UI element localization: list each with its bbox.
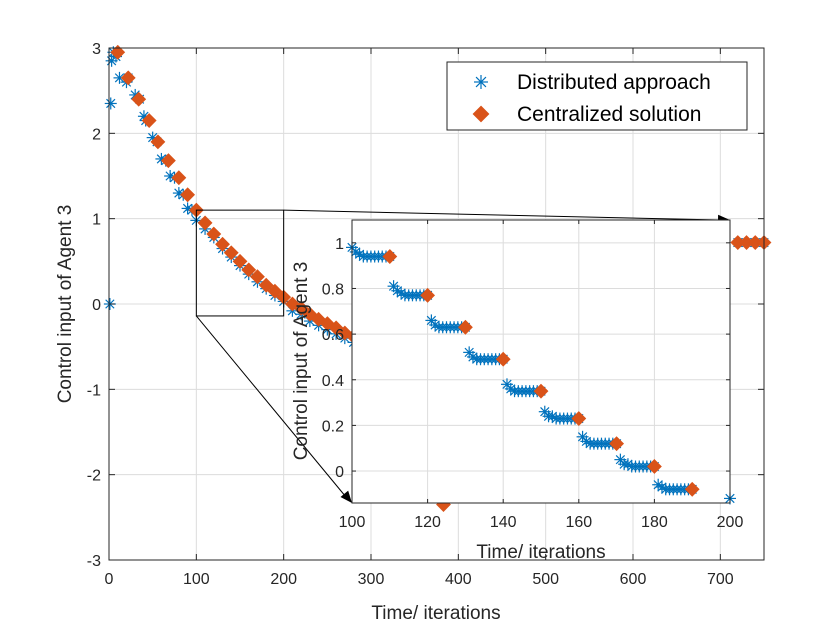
legend-marker-distributed [474, 75, 488, 89]
main-point-centralized [131, 91, 147, 107]
inset-x-tick-labels: 100 120 140 160 180 200 [339, 514, 744, 531]
zoom-indicator [195, 209, 730, 503]
inset-ytick-label: 1 [335, 236, 344, 253]
inset-axes-box [351, 219, 731, 504]
inset-tick-marks [351, 220, 731, 503]
main-xtick-label: 100 [183, 571, 210, 588]
inset-ytick-label: 0.4 [322, 373, 344, 390]
inset-point-centralized [420, 287, 436, 303]
main-point-centralized [160, 153, 176, 169]
main-point-centralized [206, 226, 222, 242]
main-y-tick-labels: -3 -2 -1 0 1 2 3 [87, 41, 101, 570]
inset-x-axis-label: Time/ iterations [476, 542, 605, 563]
inset-xtick-label: 120 [414, 514, 441, 531]
legend-box [446, 61, 748, 131]
main-tick-marks [108, 47, 764, 561]
main-xtick-label: 500 [532, 571, 559, 588]
main-point-centralized [110, 44, 126, 60]
main-xtick-label: 0 [105, 571, 114, 588]
main-ytick-label: 0 [92, 297, 101, 314]
main-point-centralized [197, 215, 213, 231]
inset-point-centralized [646, 459, 662, 474]
inset-y-tick-labels: 0 0.2 0.4 0.6 0.8 1 [322, 236, 344, 481]
inset-ytick-label: 0.6 [322, 327, 344, 344]
main-point-centralized [223, 245, 239, 261]
main-point-centralized [141, 113, 157, 128]
legend-diamond-icon [472, 105, 490, 123]
main-point-centralized [250, 269, 265, 285]
inset-series-centralized [382, 249, 700, 497]
zoom-connector-bottom [195, 315, 347, 498]
main-point-centralized [241, 262, 257, 278]
inset-xtick-label: 180 [641, 514, 668, 531]
inset-y-axis-label: Control input of Agent 3 [291, 262, 312, 461]
legend-label-distributed: Distributed approach [517, 71, 711, 94]
main-ytick-label: 1 [92, 212, 101, 229]
main-y-axis-label: Control input of Agent 3 [55, 205, 76, 404]
legend: Distributed approach Centralized solutio… [446, 61, 748, 131]
inset-ytick-label: 0.2 [322, 418, 344, 435]
inset-ytick-label: 0.8 [322, 281, 344, 298]
inset-point-centralized [495, 351, 511, 367]
inset-xtick-label: 200 [717, 514, 744, 531]
main-ytick-label: -2 [87, 468, 101, 485]
main-point-centralized [267, 283, 283, 299]
inset-point-centralized [457, 319, 473, 335]
legend-label-centralized: Centralized solution [517, 103, 701, 126]
zoom-arrowhead-bottom [340, 490, 352, 503]
zoom-region-box [195, 209, 285, 317]
inset-point-centralized [382, 249, 398, 264]
main-xtick-label: 300 [358, 571, 385, 588]
inset-point-centralized [609, 436, 625, 452]
inset-point-distributed [395, 287, 408, 300]
main-xtick-label: 200 [270, 571, 297, 588]
inset-xtick-label: 160 [565, 514, 592, 531]
inset-xtick-label: 140 [490, 514, 517, 531]
main-ytick-label: 2 [92, 126, 101, 143]
main-ytick-label: -3 [87, 553, 101, 570]
inset-point-distributed [349, 245, 362, 258]
main-point-centralized [258, 277, 274, 293]
main-point-distributed [104, 97, 117, 110]
main-point-centralized [215, 236, 230, 252]
inset-plot-background [352, 220, 730, 503]
inset-series-layer [346, 241, 736, 505]
legend-asterisk-icon [474, 75, 488, 89]
main-xtick-label: 400 [445, 571, 472, 588]
main-point-centralized [293, 300, 309, 316]
inset-axes: 100 120 140 160 180 200 0 0.2 0.4 0.6 0.8 1 Time/ … [291, 219, 744, 563]
inset-point-centralized [684, 481, 700, 497]
main-x-axis-label: Time/ iterations [371, 603, 500, 624]
main-point-centralized [180, 187, 196, 203]
main-point-centralized [171, 170, 187, 186]
inset-point-centralized [533, 383, 549, 399]
main-ytick-label: 3 [92, 41, 101, 58]
inset-point-centralized [571, 411, 587, 426]
main-x-tick-labels: 0 100 200 300 400 500 600 700 [105, 571, 734, 588]
inset-ytick-label: 0 [335, 464, 344, 481]
main-point-centralized [120, 70, 136, 86]
main-point-centralized [150, 134, 166, 150]
main-point-centralized [232, 253, 248, 269]
legend-marker-centralized [472, 105, 490, 123]
main-ytick-label: -1 [87, 382, 101, 399]
inset-xtick-label: 100 [339, 514, 366, 531]
main-xtick-label: 600 [620, 571, 647, 588]
zoom-connector-top [283, 209, 721, 221]
main-xtick-label: 700 [707, 571, 734, 588]
